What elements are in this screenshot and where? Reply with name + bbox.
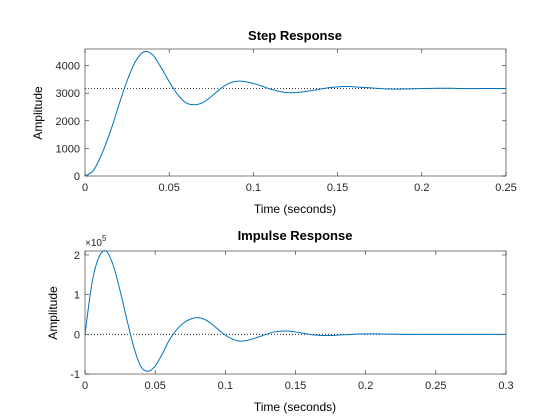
step-response-title: Step Response (248, 28, 342, 43)
impulse-response-exponent: ×105 (85, 234, 107, 249)
step-response-xlabel: Time (seconds) (254, 202, 336, 216)
impulse-response-xtick-label: 0.1 (218, 380, 233, 392)
step-response-ytick-label: 3000 (56, 88, 80, 100)
step-response-axes: 0 0.05 0.1 0.15 0.2 0.25 0 1000 2000 3000 4000 (56, 48, 517, 194)
step-response-axes-box (84, 48, 507, 177)
impulse-response-ylabel: Amplitude (46, 286, 60, 340)
exponent-power: 5 (102, 234, 107, 243)
impulse-response-xtick-label: 0.3 (498, 380, 513, 392)
impulse-response-ytick-label: 1 (74, 290, 80, 302)
impulse-response-title: Impulse Response (238, 228, 353, 243)
step-response-xtick-label: 0 (82, 182, 88, 194)
step-response-ytick-label: 2000 (56, 116, 80, 128)
impulse-response-ytick-label: -1 (70, 369, 80, 381)
step-response-ytick-label: 0 (74, 171, 80, 183)
impulse-response-xtick-label: 0.2 (358, 380, 373, 392)
step-response-ytick-label: 4000 (56, 61, 80, 73)
step-response-xtick-label: 0.2 (414, 182, 429, 194)
step-response-plot: Step Response Time (seconds) Amplitude 0… (31, 28, 517, 216)
step-response-xtick-label: 0.1 (246, 182, 261, 194)
step-response-series-line (84, 50, 507, 177)
impulse-response-ytick-label: 0 (74, 329, 80, 341)
impulse-response-xtick-label: 0.15 (285, 380, 306, 392)
exponent-base: ×10 (85, 238, 102, 249)
step-response-ytick-label: 1000 (56, 143, 80, 155)
impulse-response-xlabel: Time (seconds) (254, 400, 336, 414)
impulse-response-xtick-label: 0.05 (144, 380, 165, 392)
step-response-ylabel: Amplitude (31, 86, 45, 140)
impulse-response-plot: Impulse Response Time (seconds) Amplitud… (46, 228, 514, 414)
impulse-response-xtick-label: 0.25 (425, 380, 446, 392)
impulse-response-axes-box (84, 250, 507, 375)
step-response-xtick-label: 0.25 (495, 182, 516, 194)
impulse-response-xtick-label: 0 (82, 380, 88, 392)
step-response-xtick-label: 0.05 (158, 182, 179, 194)
impulse-response-series-line (84, 250, 506, 372)
step-response-xtick-label: 0.15 (327, 182, 348, 194)
impulse-response-ytick-label: 2 (74, 250, 80, 262)
